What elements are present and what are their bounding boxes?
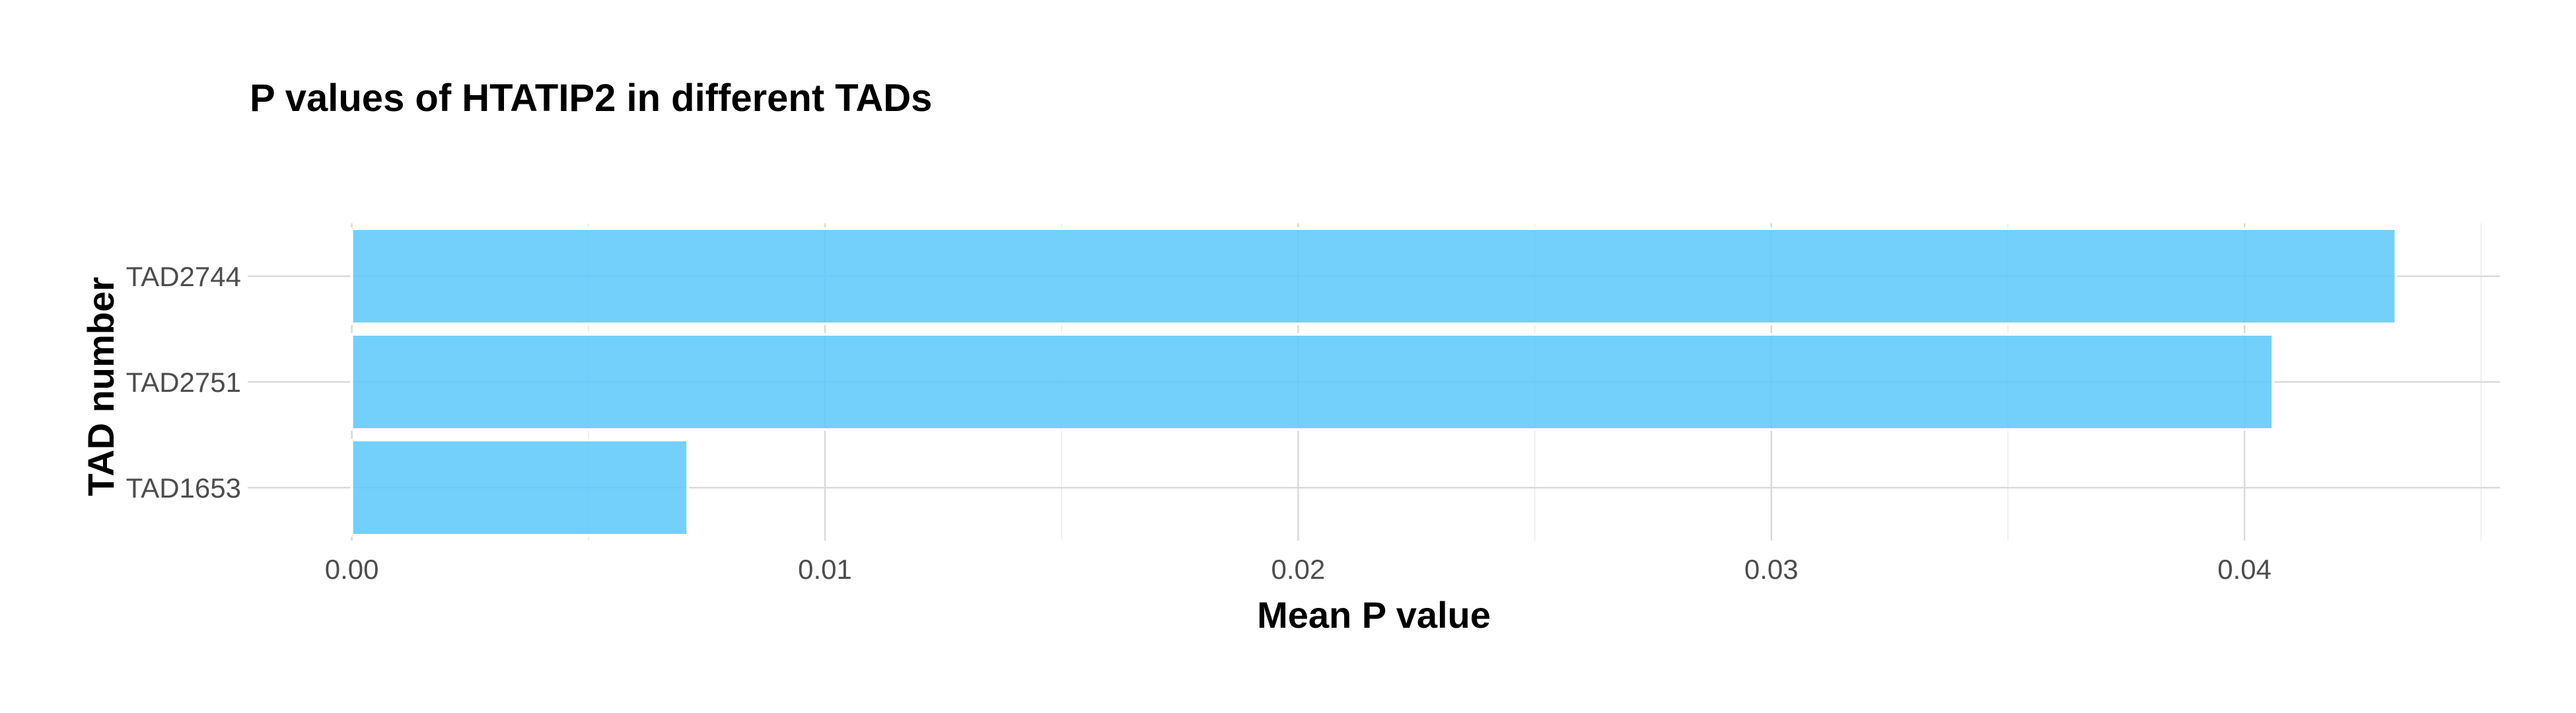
y-axis-tick-labels: TAD2744 TAD2751 TAD1653 bbox=[126, 261, 241, 504]
y-axis-title: TAD number bbox=[80, 277, 122, 496]
x-tick-label: 0.04 bbox=[2217, 554, 2272, 585]
bar-tad1653 bbox=[350, 439, 690, 537]
x-tick-label: 0.00 bbox=[325, 554, 379, 585]
x-tick-label: 0.01 bbox=[798, 554, 852, 585]
y-tick-label: TAD2744 bbox=[126, 261, 241, 292]
x-axis-title: Mean P value bbox=[1257, 594, 1491, 636]
chart-title: P values of HTATIP2 in different TADs bbox=[250, 77, 932, 120]
x-tick-label: 0.02 bbox=[1271, 554, 1326, 585]
bar-tad2751 bbox=[350, 333, 2275, 431]
x-axis-tick-labels: 0.00 0.01 0.02 0.03 0.04 bbox=[325, 554, 2272, 585]
bar-tad2744 bbox=[350, 227, 2398, 325]
x-tick-label: 0.03 bbox=[1744, 554, 1799, 585]
y-tick-label: TAD2751 bbox=[126, 367, 241, 398]
y-tick-label: TAD1653 bbox=[126, 472, 241, 504]
bars bbox=[350, 227, 2398, 537]
